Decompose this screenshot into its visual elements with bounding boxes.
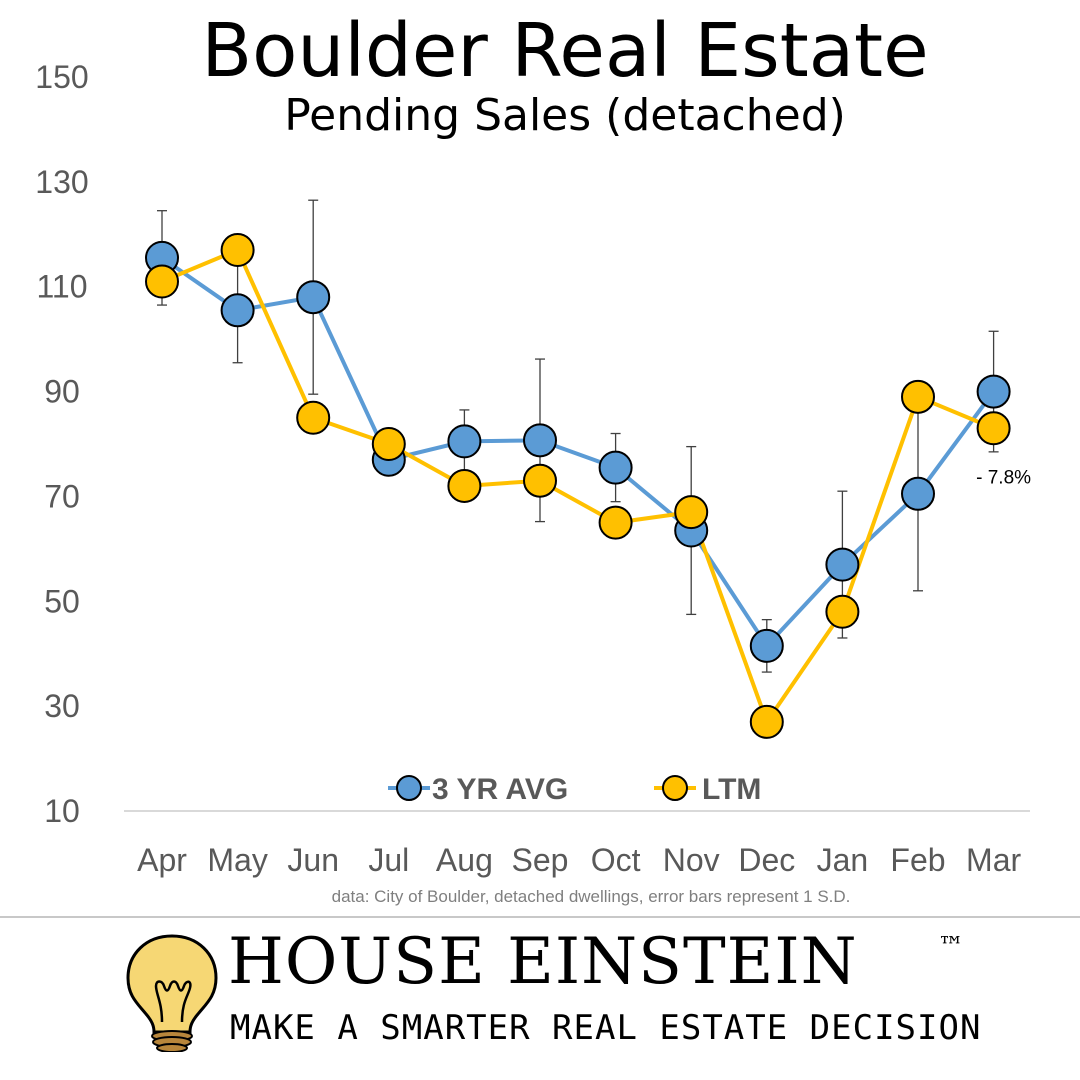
x-axis: Apr May Jun Jul Aug Sep Oct Nov Dec Jan Feb Mar <box>137 842 1021 878</box>
x-tick-label: Feb <box>890 842 945 878</box>
y-tick-label: 30 <box>44 688 80 724</box>
series-point-0 <box>598 450 633 485</box>
legend-item: LTM <box>654 773 761 806</box>
series-point-1 <box>220 233 255 268</box>
x-tick-label: Nov <box>663 842 720 878</box>
series-point-0 <box>749 628 784 663</box>
legend-label: 3 YR AVG <box>432 773 568 806</box>
legend-label: LTM <box>702 773 761 806</box>
series-point-1 <box>371 427 406 461</box>
source-note: data: City of Boulder, detached dwelling… <box>332 887 851 906</box>
series-point-0 <box>523 423 557 458</box>
series-point-0 <box>296 280 331 315</box>
x-tick-label: Oct <box>591 842 641 878</box>
lightbulb-icon <box>126 934 218 1052</box>
legend: 3 YR AVG LTM <box>388 773 761 806</box>
chart-subtitle: Pending Sales (detached) <box>284 90 846 141</box>
series-point-1 <box>145 264 179 299</box>
series-point-1 <box>523 463 557 498</box>
series-point-1 <box>674 495 709 530</box>
chart-title: Boulder Real Estate <box>201 8 929 94</box>
series-point-1 <box>901 379 935 414</box>
x-tick-label: Apr <box>137 842 187 878</box>
y-tick-label: 90 <box>44 374 80 410</box>
legend-marker <box>396 775 422 801</box>
footer-divider <box>0 916 1080 918</box>
series-point-0 <box>825 547 860 582</box>
series-points <box>145 233 1011 739</box>
y-tick-label: 130 <box>35 164 88 200</box>
x-tick-label: Dec <box>738 842 795 878</box>
x-tick-label: Sep <box>512 842 569 878</box>
series-point-1 <box>749 704 784 739</box>
y-tick-label: 150 <box>35 59 88 95</box>
y-tick-label: 110 <box>36 269 87 305</box>
series-point-1 <box>976 411 1011 446</box>
x-tick-label: May <box>207 842 267 878</box>
series-point-0 <box>447 424 482 459</box>
x-tick-label: Aug <box>436 842 493 878</box>
y-tick-label: 70 <box>44 478 80 514</box>
series-point-0 <box>901 476 935 511</box>
series-point-1 <box>296 400 331 435</box>
y-axis: 10 30 50 70 90 110 130 150 <box>35 59 88 829</box>
legend-item: 3 YR AVG <box>388 773 568 806</box>
series-line-1 <box>161 248 995 724</box>
brand-tagline: MAKE A SMARTER REAL ESTATE DECISION <box>230 1008 982 1048</box>
series-point-1 <box>598 505 633 540</box>
brand-trademark: ™ <box>938 932 964 962</box>
legend-marker <box>662 775 688 801</box>
x-tick-label: Jan <box>817 842 869 878</box>
brand-name: HOUSE EINSTEIN <box>228 925 858 999</box>
series-point-0 <box>976 374 1011 409</box>
pending-sales-chart: 10 30 50 70 90 110 130 150 Apr May Jun Jul Aug Sep Oc… <box>35 59 1031 906</box>
error-bars <box>157 199 999 673</box>
x-tick-label: Jun <box>287 842 339 878</box>
y-tick-label: 10 <box>44 793 80 829</box>
x-tick-label: Mar <box>966 842 1021 878</box>
series-point-1 <box>825 594 860 629</box>
x-tick-label: Jul <box>368 842 409 878</box>
series-point-1 <box>447 468 482 503</box>
series-point-0 <box>220 293 255 328</box>
series-lines <box>160 248 996 724</box>
y-tick-label: 50 <box>44 583 80 619</box>
change-annotation: - 7.8% <box>976 468 1031 489</box>
series-line-0 <box>160 256 996 648</box>
